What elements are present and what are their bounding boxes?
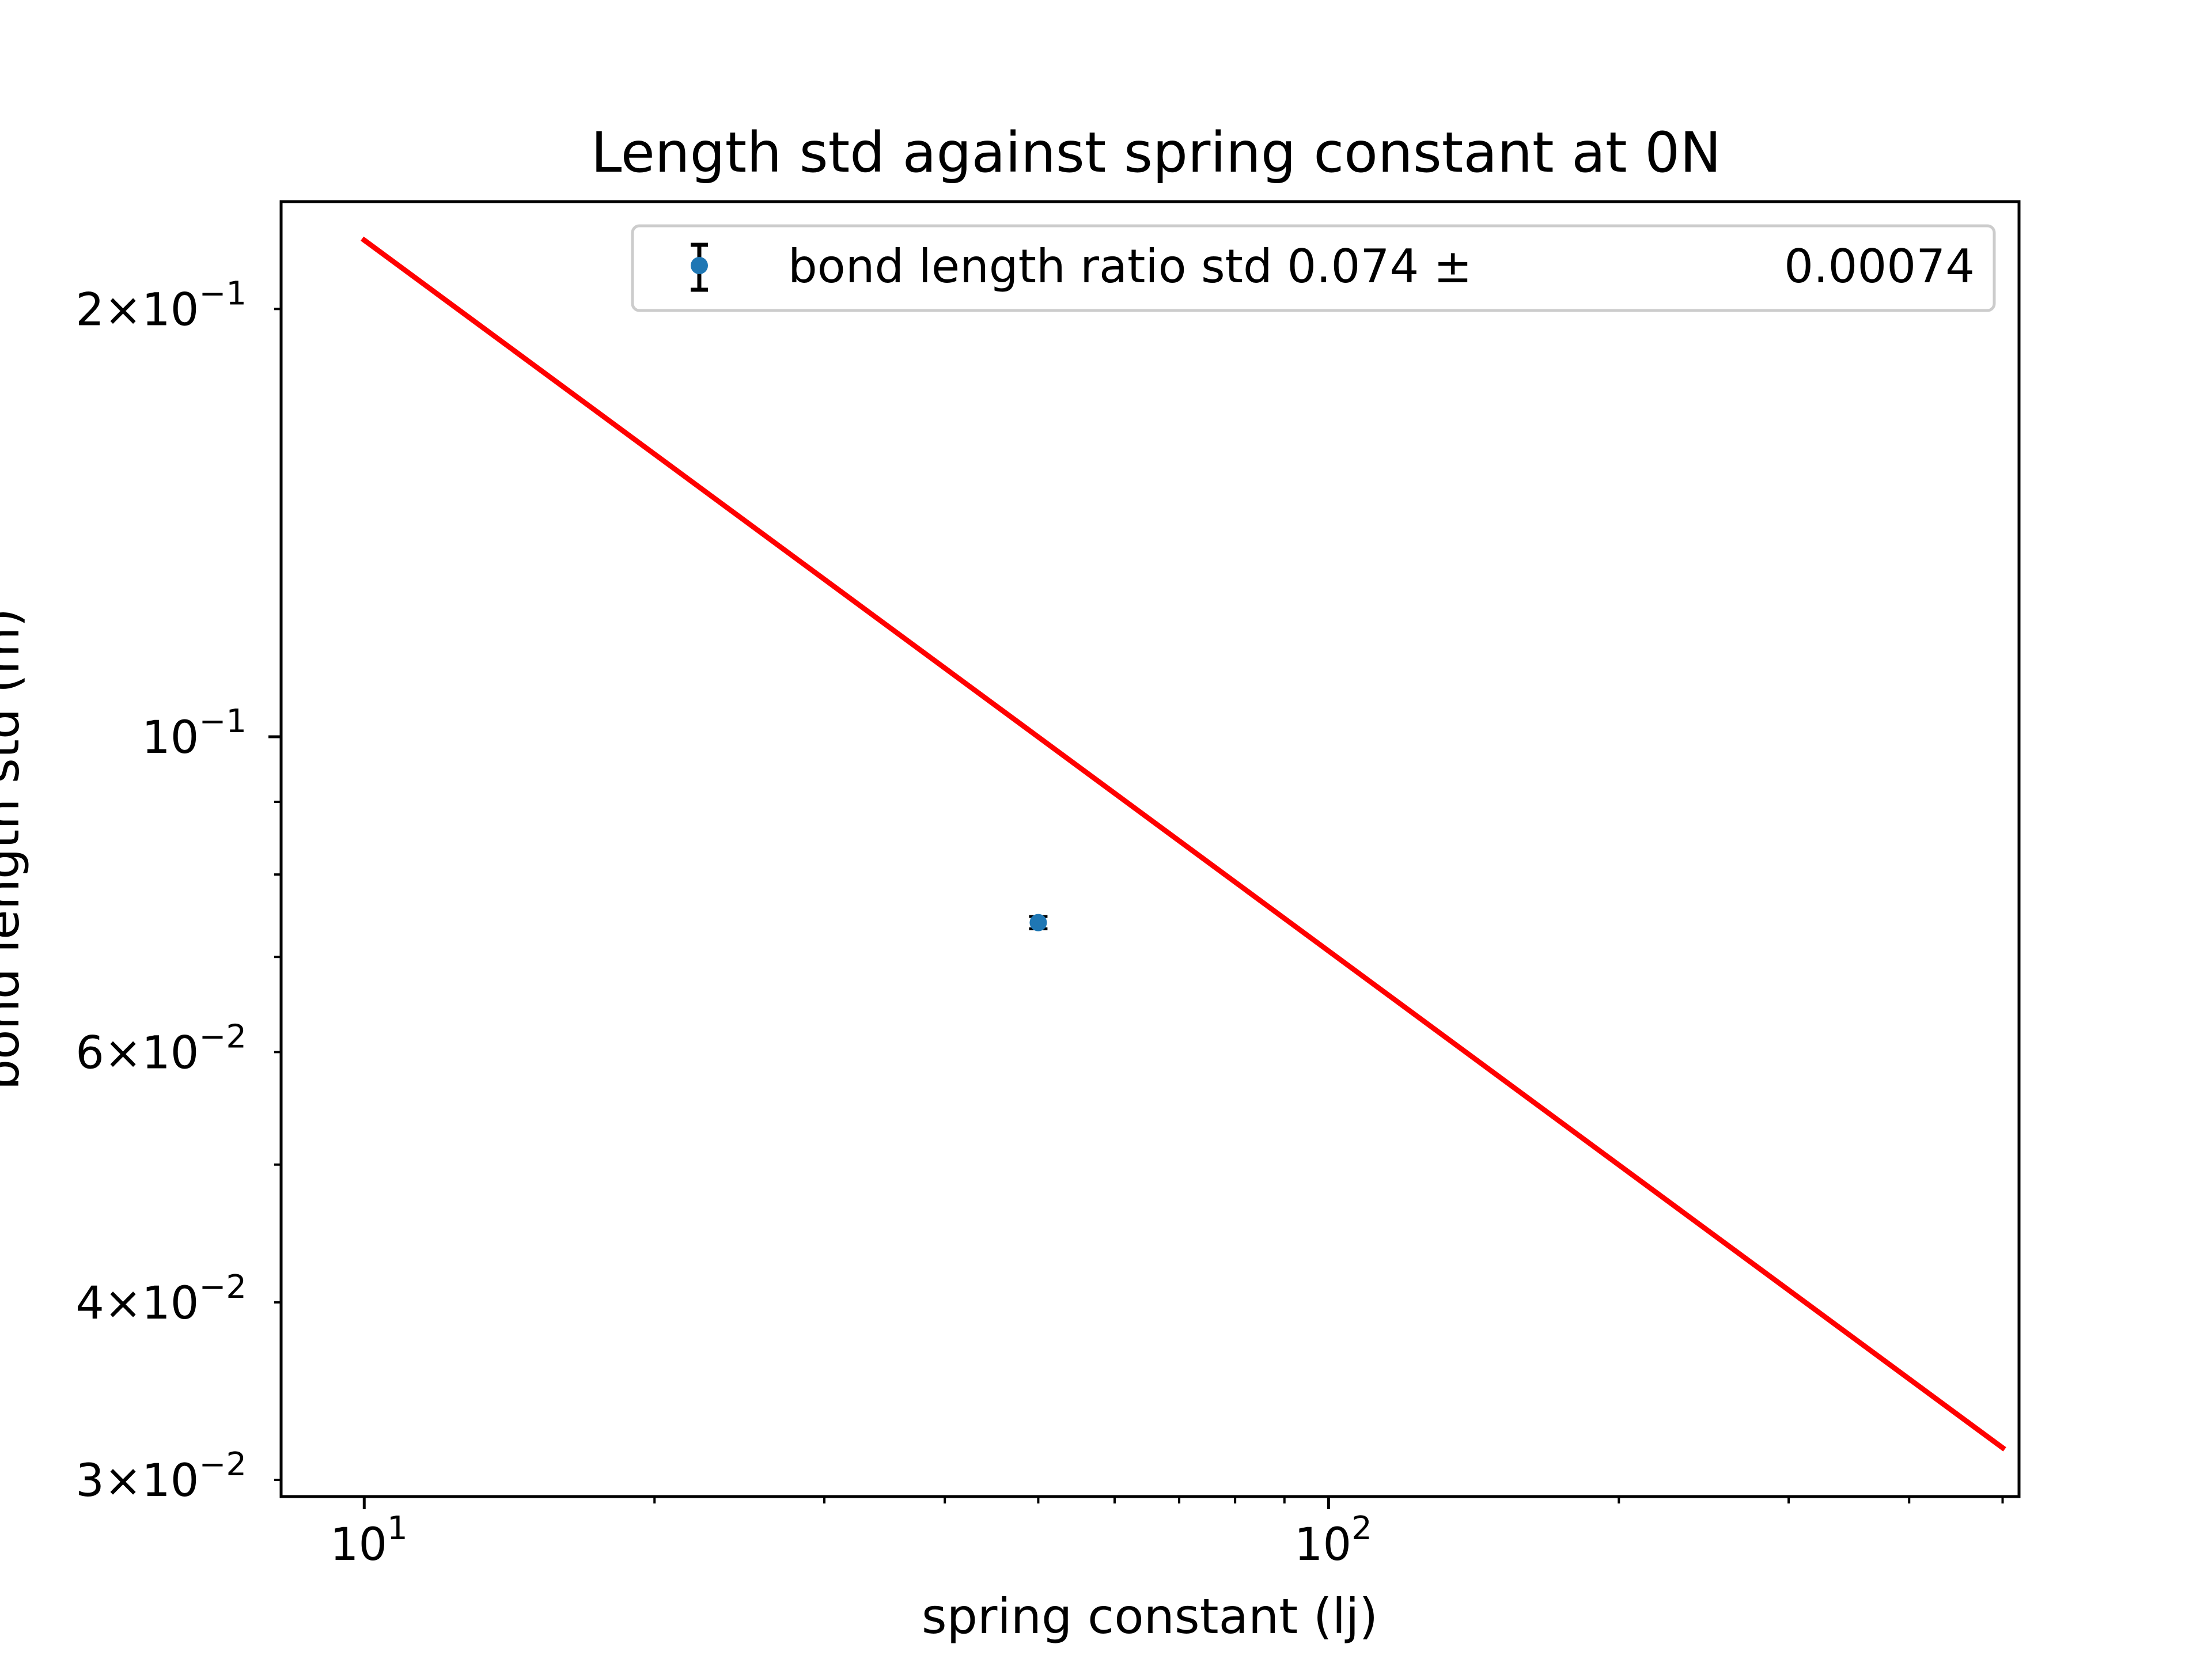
legend-marker-errorbar xyxy=(691,243,708,292)
axes-frame xyxy=(279,200,2021,1498)
y-tick-label: 3×10−2 xyxy=(75,1446,247,1507)
y-tick-label: 2×10−1 xyxy=(75,275,247,336)
y-tick-label: 4×10−2 xyxy=(75,1268,247,1330)
legend-label: bond length ratio std 0.074 ± xyxy=(788,240,1472,293)
fit-line xyxy=(360,236,2006,1452)
chart-title: Length std against spring constant at 0N xyxy=(591,120,1721,185)
data-point xyxy=(1029,914,1047,931)
x-tick-label: 102 xyxy=(1294,1510,1372,1571)
axis-ticks: 101 102 10−1 2×10−1 6×10−2 4×10−2 3×10−2 xyxy=(75,275,2004,1571)
data-series xyxy=(360,236,2006,1452)
y-axis-label: bond length std (m) xyxy=(0,608,30,1090)
x-axis-label: spring constant (lj) xyxy=(922,1588,1378,1645)
y-tick-label: 10−1 xyxy=(142,703,247,764)
legend-box xyxy=(631,224,1996,312)
legend: bond length ratio std 0.074 ± 0.00074 xyxy=(631,224,1996,312)
x-tick-label: 101 xyxy=(330,1510,408,1571)
y-tick-label: 6×10−2 xyxy=(75,1018,247,1079)
legend-label-value: 0.00074 xyxy=(1784,240,1975,293)
